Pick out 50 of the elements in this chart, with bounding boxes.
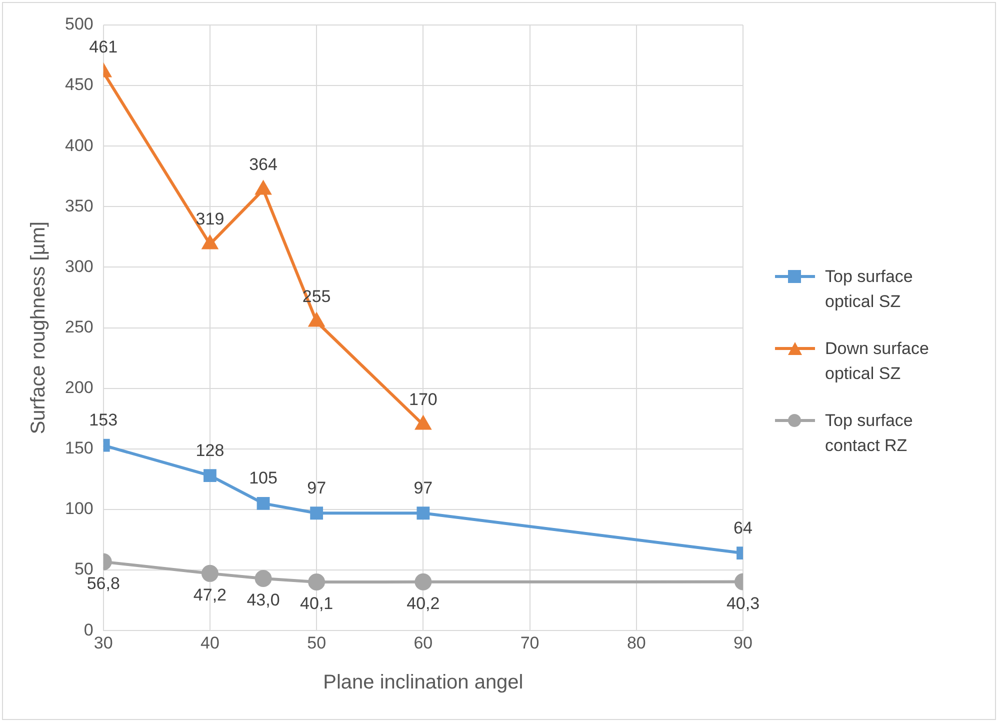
data-label: 128 bbox=[196, 440, 224, 460]
y-tick-label: 100 bbox=[64, 499, 94, 518]
data-label: 461 bbox=[89, 37, 118, 56]
data-label: 153 bbox=[89, 410, 118, 430]
point bbox=[416, 506, 430, 520]
y-tick-label: 450 bbox=[64, 75, 94, 94]
y-tick-label: 150 bbox=[64, 438, 94, 458]
data-label: 105 bbox=[249, 468, 278, 488]
point bbox=[202, 236, 218, 250]
y-tick-label: 500 bbox=[64, 14, 94, 34]
x-tick-label: 50 bbox=[307, 633, 326, 652]
y-tick-label: 200 bbox=[64, 378, 94, 398]
point bbox=[256, 181, 271, 195]
x-tick-label: 90 bbox=[734, 633, 752, 652]
point bbox=[414, 573, 432, 590]
data-label: 40,2 bbox=[406, 594, 440, 614]
point bbox=[309, 313, 324, 327]
point bbox=[416, 416, 431, 430]
data-label: 43,0 bbox=[246, 590, 280, 610]
data-label: 40,1 bbox=[300, 594, 334, 614]
point bbox=[310, 506, 324, 520]
point bbox=[201, 564, 218, 582]
x-tick-label: 80 bbox=[626, 633, 646, 652]
y-tick-label: 350 bbox=[64, 196, 94, 216]
y-tick-label: 0 bbox=[84, 620, 94, 640]
y-tick-label: 300 bbox=[64, 256, 94, 276]
data-label: 40,3 bbox=[726, 594, 760, 613]
x-tick-label: 70 bbox=[520, 633, 540, 652]
y-tick-label: 400 bbox=[64, 136, 94, 155]
point bbox=[308, 574, 326, 591]
data-label: 64 bbox=[734, 518, 752, 538]
x-axis-title: Plane inclination angel bbox=[323, 672, 524, 694]
data-label: 56,8 bbox=[86, 574, 120, 593]
legend-label: Top surface contact RZ bbox=[825, 410, 914, 457]
point bbox=[254, 570, 272, 588]
data-label: 364 bbox=[249, 154, 278, 174]
x-tick-label: 30 bbox=[94, 633, 113, 652]
y-axis-title: Surface roughness [µm] bbox=[28, 221, 50, 434]
data-label: 97 bbox=[307, 478, 326, 498]
data-label: 170 bbox=[408, 390, 438, 409]
legend-label: Down surface optical SZ bbox=[825, 338, 930, 385]
data-label: 319 bbox=[196, 209, 224, 228]
x-tick-label: 60 bbox=[414, 633, 433, 652]
data-label: 97 bbox=[414, 478, 433, 498]
legend-label: Top surface optical SZ bbox=[825, 266, 914, 313]
x-tick-label: 40 bbox=[200, 633, 220, 652]
y-tick-label: 250 bbox=[64, 317, 94, 336]
point bbox=[204, 469, 216, 482]
data-label: 47,2 bbox=[193, 586, 227, 605]
point bbox=[256, 496, 270, 510]
